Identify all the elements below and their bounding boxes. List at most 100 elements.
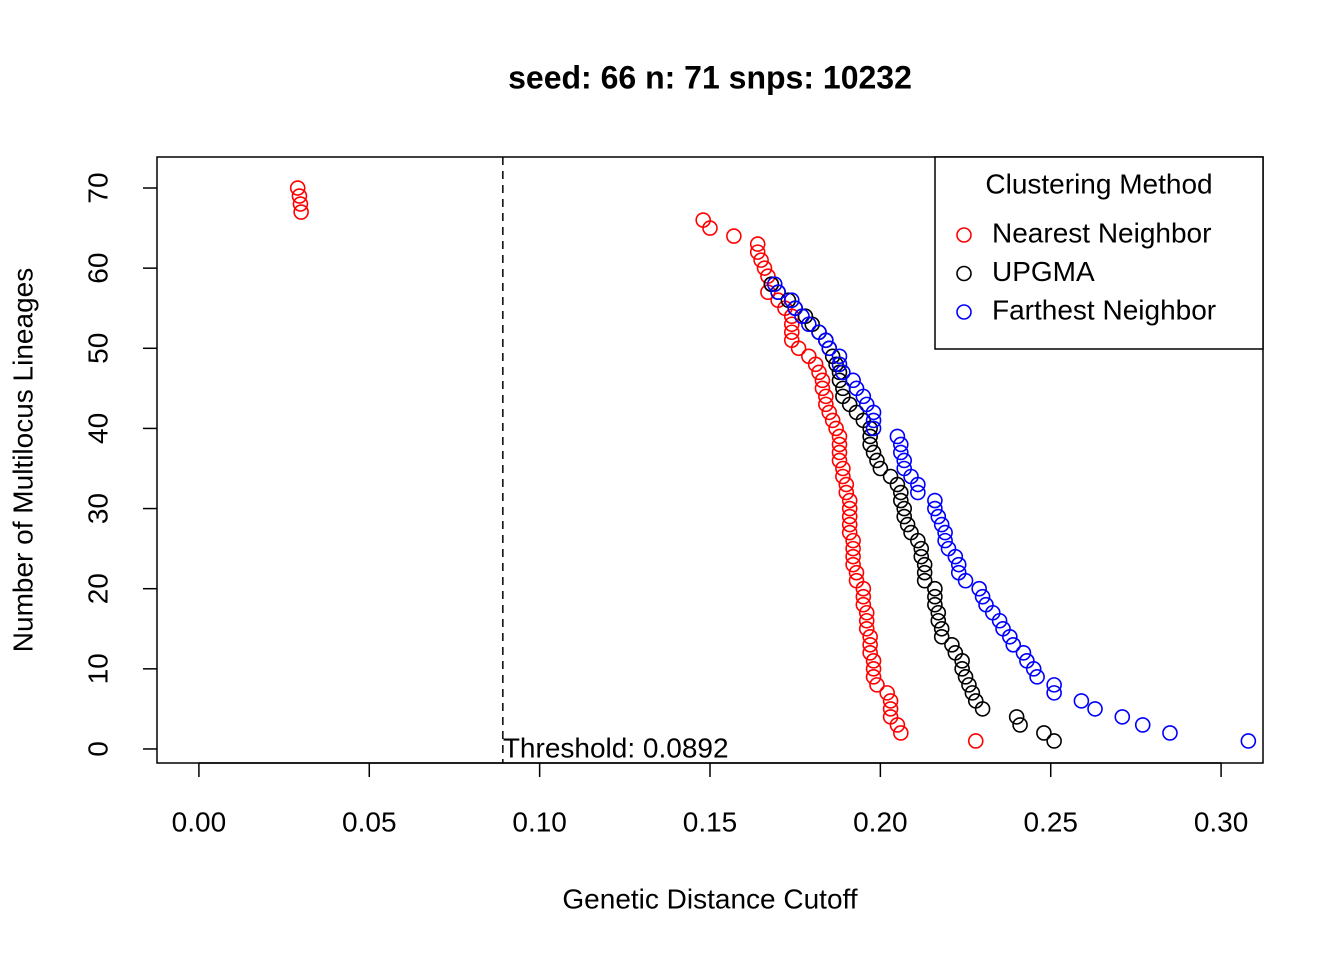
point [783,324,800,341]
point [1008,709,1025,725]
point [862,436,878,453]
point [831,428,848,445]
point [1029,669,1045,685]
point [937,532,953,549]
point [865,669,882,685]
point [821,404,838,421]
chart-title: seed: 66 n: 71 snps: 10232 [508,59,912,95]
point [869,677,885,693]
point [889,428,906,445]
point [974,588,991,605]
x-tick-label: 0.05 [342,806,397,837]
point [1025,661,1042,677]
legend-title: Clustering Method [985,168,1212,199]
point [845,540,861,557]
point [893,444,909,461]
legend-label: Farthest Neighbor [992,294,1216,325]
point [899,516,916,533]
point [1240,733,1257,749]
point [783,292,800,309]
point [947,548,964,565]
point [933,628,950,645]
y-tick-label: 30 [82,493,113,524]
point [835,460,851,477]
point [835,364,851,381]
point [1005,636,1022,653]
point [1114,709,1131,725]
point [927,580,943,597]
point [838,476,855,493]
legend-label: Nearest Neighbor [992,217,1211,248]
point [726,228,742,244]
point [790,340,807,357]
point [954,661,970,677]
x-tick-label: 0.20 [853,806,908,837]
point [770,284,786,300]
point [865,412,882,429]
legend-marker [956,227,972,243]
point [896,452,913,469]
point [930,612,947,629]
point [845,556,861,573]
point [814,372,831,389]
point [991,612,1008,629]
point [814,380,831,397]
point [824,412,841,429]
point [974,701,991,717]
point [858,612,875,629]
point [893,492,909,509]
point [950,556,967,573]
point [831,452,848,469]
point [749,236,766,252]
point [855,580,872,597]
point [1134,717,1151,733]
point [858,620,875,637]
point [893,436,909,453]
point [889,476,906,493]
point [916,572,933,589]
point [1046,733,1062,749]
point [1002,628,1018,645]
point [916,556,933,573]
x-tick-label: 0.25 [1023,806,1078,837]
x-tick-label: 0.30 [1194,806,1249,837]
point [291,188,308,204]
point [831,444,848,461]
point [961,677,977,693]
point [1162,725,1178,741]
threshold-label: Threshold: 0.0892 [503,732,729,763]
point [957,669,974,685]
y-tick-label: 10 [82,653,113,684]
point [896,508,913,525]
point [862,628,878,645]
point [841,524,858,541]
y-tick-label: 0 [82,741,113,757]
point [855,388,872,405]
point [882,693,899,709]
point [821,340,838,357]
point [872,460,889,477]
point [1087,701,1103,717]
point [1046,685,1062,701]
point [913,548,930,565]
point [862,645,878,661]
point [292,196,309,212]
point [702,220,718,236]
point [807,356,824,373]
y-tick-label: 60 [82,253,113,284]
point [1015,645,1032,661]
legend-box [934,156,1264,350]
point [916,564,933,581]
point [1046,677,1062,693]
point [818,388,834,405]
point [930,508,947,525]
point [862,428,878,445]
point [957,572,974,589]
point [289,180,306,196]
legend-marker [956,304,972,320]
point [869,452,885,469]
x-tick-label: 0.15 [683,806,738,837]
point [865,404,882,421]
legend-marker [956,265,972,282]
x-tick-label: 0.10 [512,806,567,837]
